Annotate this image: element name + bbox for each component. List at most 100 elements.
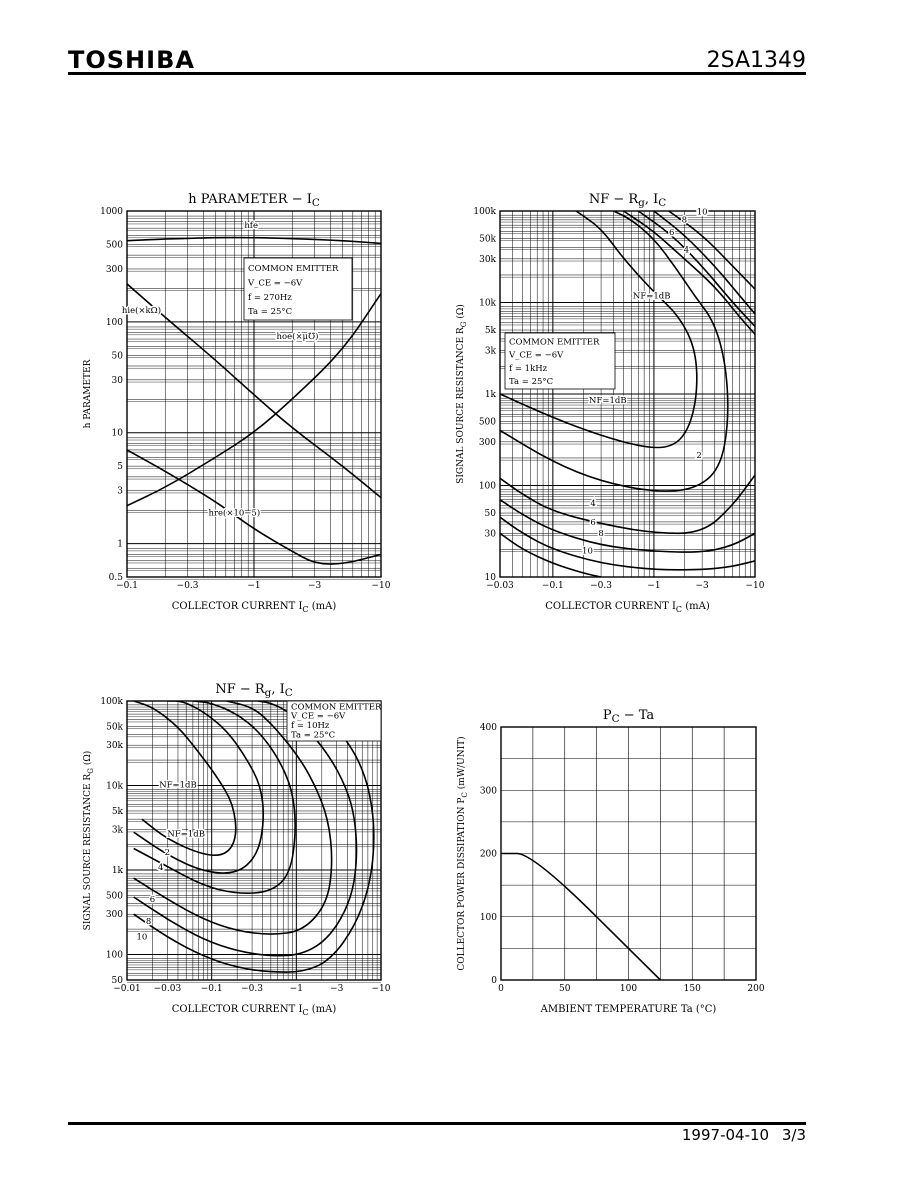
conditions-frame [243, 257, 353, 321]
y-tick-label: 30k [479, 255, 496, 265]
series-line-nf-1db [133, 701, 237, 857]
series-line-nf-10db [500, 532, 602, 577]
y-tick-label: 10 [485, 573, 497, 583]
x-tick-label: −3 [330, 984, 344, 994]
condition-line: V_CE = −6V [247, 278, 303, 288]
chart-title: h PARAMETER − IC [188, 192, 320, 209]
chart-title: NF − Rg, IC [589, 192, 666, 209]
series-label: 10 [136, 933, 147, 943]
y-tick-label: 10 [112, 429, 124, 439]
x-tick-label: −0.03 [486, 581, 514, 591]
y-tick-label: 1k [112, 866, 124, 876]
series-label: 4 [158, 863, 163, 873]
series-group [127, 236, 381, 565]
y-tick-label: 50 [112, 351, 124, 361]
y-tick-label: 50 [112, 976, 124, 986]
annotation-label: NF=1dB [159, 780, 197, 790]
y-tick-label: 10k [479, 299, 496, 309]
condition-line: COMMON EMITTER [291, 702, 382, 712]
x-tick-label: −0.1 [542, 581, 564, 591]
y-tick-label: 5k [112, 807, 124, 817]
conditions-frame [286, 700, 382, 742]
series-line-nf-6db-upper [637, 211, 755, 327]
series-line-h-ie [127, 283, 381, 499]
x-tick-label: −0.3 [590, 581, 612, 591]
y-tick-label: 300 [479, 438, 496, 448]
y-axis-label: SIGNAL SOURCE RESISTANCE RG (Ω) [82, 751, 95, 931]
y-axis-label: COLLECTOR POWER DISSIPATION PC (mW/UNIT) [456, 736, 469, 970]
series-label: 6 [150, 895, 155, 905]
condition-line: f = 270Hz [248, 293, 292, 303]
series-label: 6 [669, 228, 674, 238]
condition-line: V_CE = −6V [508, 351, 564, 361]
y-tick-label: 50k [479, 235, 496, 245]
y-tick-label: 100k [100, 697, 123, 707]
condition-line: V_CE = −6V [290, 712, 346, 722]
footer-date: 1997-04-10 [681, 1126, 770, 1144]
x-tick-label: 50 [559, 984, 571, 994]
series-label: 10 [582, 547, 593, 557]
series-line-nf-4db [133, 701, 296, 894]
series-line-nf-4db [500, 474, 755, 535]
plot-frame [126, 700, 382, 981]
y-tick-label: 3k [485, 346, 497, 356]
x-tick-label: 100 [620, 984, 637, 994]
y-tick-label: 100 [479, 482, 496, 492]
footer-info: 1997-04-10 3/3 [682, 1126, 806, 1144]
series-label: 8 [682, 215, 687, 225]
condition-line: COMMON EMITTER [509, 338, 600, 348]
y-tick-label: 1k [485, 390, 497, 400]
x-axis-label: COLLECTOR CURRENT IC (mA) [172, 601, 337, 614]
chart-title: NF − Rg, IC [215, 682, 292, 699]
series-label: 6 [590, 518, 595, 528]
y-tick-label: 300 [480, 786, 497, 796]
x-tick-label: −3 [308, 581, 322, 591]
x-tick-label: −3 [696, 581, 710, 591]
x-tick-label: −10 [746, 581, 765, 591]
series-label: hfe [244, 221, 258, 231]
y-tick-label: 3k [112, 826, 124, 836]
annotation-label: NF=1dB [589, 396, 627, 406]
grid-lines [499, 210, 756, 578]
header-rule [68, 72, 806, 75]
y-tick-label: 30 [485, 529, 497, 539]
series-line-nf-6db [500, 499, 755, 553]
grid-lines [126, 700, 382, 983]
footer-page: 3/3 [781, 1126, 806, 1144]
chart-1: −0.1 −0.3 −1 −3 −10 0.5 1 3 5 10 30 50 100 300 500 1000… [83, 192, 391, 614]
conditions-box: COMMON EMITTER V_CE = −6V f = 270Hz Ta = 25… [243, 257, 353, 321]
y-tick-label: 0 [491, 976, 497, 986]
y-tick-label: 30k [106, 741, 123, 751]
grid-lines [500, 726, 757, 981]
x-tick-label: 150 [684, 984, 701, 994]
x-tick-label: −0.3 [177, 581, 199, 591]
brand-logo: TOSHIBA [68, 46, 195, 74]
x-tick-label: −0.3 [241, 984, 263, 994]
series-line-h-re [127, 449, 381, 565]
y-tick-label: 50k [106, 722, 123, 732]
series-label: 4 [684, 246, 689, 256]
series-label: hre(×10−5) [208, 507, 260, 518]
chart-2: −0.03 −0.1 −0.3 −1 −3 −10 10 30 50 100 300 500 1k 3k 5… [455, 192, 765, 614]
series-group [501, 852, 661, 980]
series-label: 2 [165, 848, 170, 858]
series-label: hoe(×μ℧) [277, 331, 319, 342]
y-tick-label: 1 [117, 540, 123, 550]
y-tick-label: 1000 [100, 207, 123, 217]
series-line-pc [501, 852, 661, 980]
series-line-nf-1db [500, 211, 698, 449]
chart-title: PC − Ta [603, 708, 655, 725]
y-tick-label: 5k [485, 326, 497, 336]
x-tick-label: −10 [372, 581, 391, 591]
condition-line: COMMON EMITTER [248, 264, 339, 274]
y-tick-label: 500 [106, 891, 123, 901]
chart-4: 0 50 100 150 200 0 100 200 300 400 PC − Ta AMBIENT … [456, 708, 765, 1015]
series-group [500, 211, 755, 577]
chart-3: −0.01 −0.03 −0.1 −0.3 −1 −3 −10 50 100 300 500 1k 3k… [82, 682, 391, 1017]
series-label: 4 [590, 499, 595, 509]
y-tick-label: 3 [117, 487, 123, 497]
plot-frame [126, 210, 382, 578]
y-tick-label: 100k [473, 207, 496, 217]
x-tick-label: −0.03 [154, 984, 182, 994]
